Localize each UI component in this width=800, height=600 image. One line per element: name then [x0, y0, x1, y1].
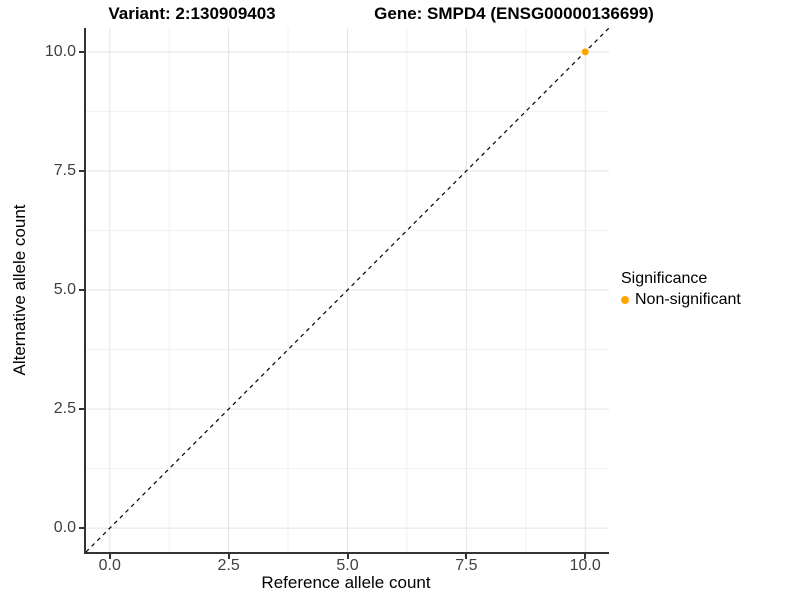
data-point[interactable]: [581, 48, 589, 56]
x-tick-mark: [584, 554, 587, 559]
y-tick-label: 10.0: [44, 42, 76, 60]
x-tick-mark: [465, 554, 468, 559]
plot-canvas: [86, 28, 609, 552]
y-tick-label: 0.0: [53, 519, 76, 537]
legend-item-label: Non-significant: [635, 291, 741, 308]
x-tick-label: 5.0: [336, 557, 359, 574]
x-tick-mark: [227, 554, 230, 559]
plot-title-variant: Variant: 2:130909403: [108, 4, 276, 23]
x-tick-label: 7.5: [455, 557, 478, 574]
y-tick-label: 5.0: [53, 281, 76, 298]
y-tick-mark: [79, 169, 84, 172]
x-tick-label: 2.5: [217, 557, 240, 574]
legend-item: Non-significant: [621, 291, 741, 309]
y-tick-mark: [79, 50, 84, 53]
identity-line: [86, 28, 609, 552]
y-tick-mark: [79, 408, 84, 411]
y-tick-label: 7.5: [53, 161, 76, 179]
legend-items: Non-significant: [621, 291, 741, 309]
x-tick-label: 10.0: [569, 557, 601, 574]
x-axis-title: Reference allele count: [261, 573, 431, 592]
x-tick-label: 0.0: [98, 557, 121, 574]
y-tick-mark: [79, 289, 84, 291]
point-marker-icon: [621, 296, 629, 304]
x-tick-mark: [108, 554, 111, 559]
y-axis-title: Alternative allele count: [10, 204, 29, 376]
plot-title-gene: Gene: SMPD4 (ENSG00000136699): [374, 4, 654, 23]
plot-panel: [84, 28, 609, 554]
legend-title: Significance: [621, 270, 708, 287]
legend: Significance Non-significant: [621, 270, 741, 309]
y-tick-mark: [79, 527, 84, 530]
x-tick-mark: [346, 554, 349, 559]
y-tick-label: 2.5: [53, 400, 76, 418]
